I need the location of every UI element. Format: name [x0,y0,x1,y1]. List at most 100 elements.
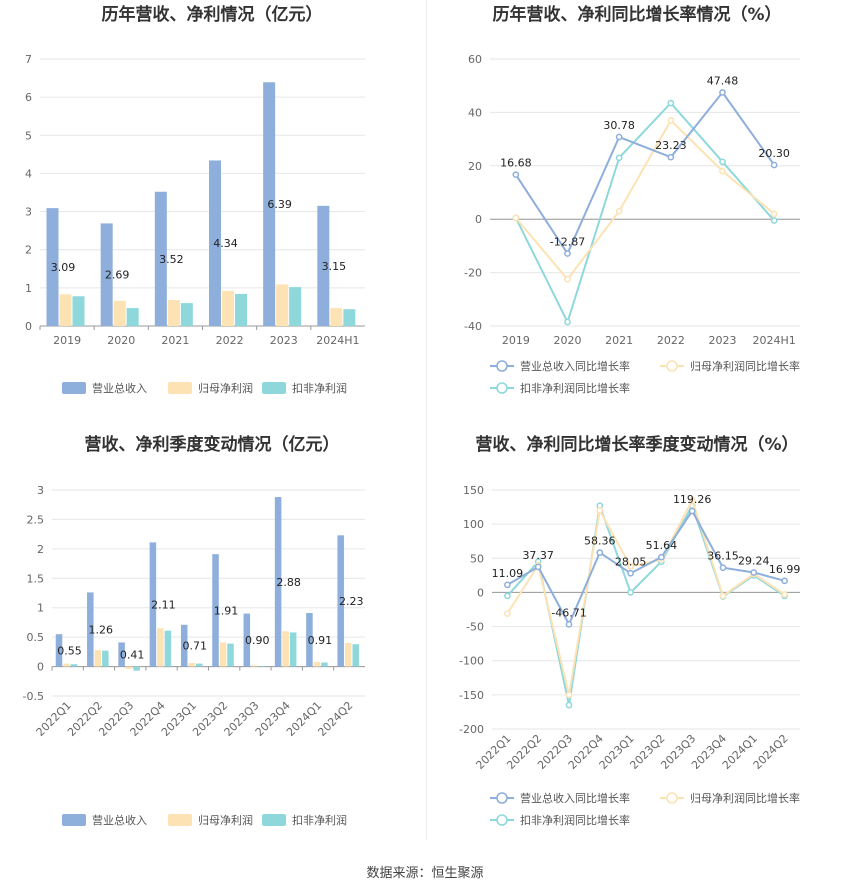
legend-label: 归母净利润 [198,813,253,827]
data-point [564,318,571,326]
bar [313,661,321,667]
bar [100,223,113,326]
x-tick-label: 2020 [107,334,135,347]
bar [222,290,234,326]
data-point [534,563,542,571]
bar [263,82,276,326]
data-label: 23.23 [655,139,687,152]
legend-label: 营业总收入同比增长率 [520,359,630,373]
y-tick-label: -100 [459,655,484,668]
data-label: 0.71 [182,640,207,653]
chart-annual-growth-rate: 历年营收、净利同比增长率情况（%） -40 -20 0 20 40 60 2019 2020 20… [425,0,850,430]
data-label: 30.78 [603,119,635,132]
data-point [750,569,758,576]
y-tick-label: 3 [37,484,44,497]
legend-label: 营业总收入 [92,381,147,395]
bar [317,205,330,326]
y-tick-label: 6 [25,91,32,104]
legend-swatch-marker [496,792,508,804]
legend-swatch-marker [666,360,678,372]
legend-swatch-marker [666,792,678,804]
y-tick-label: 5 [25,129,32,142]
data-point [667,153,675,161]
data-label: 37.37 [522,549,554,562]
chart-title: 历年营收、净利同比增长率情况（%） [492,4,781,25]
x-tick-label: 2024H1 [316,334,359,347]
legend-swatch [62,382,86,394]
bar [337,535,344,667]
bar [344,643,352,667]
data-point [565,701,573,709]
chart-annual-revenue-profit-svg: 历年营收、净利情况（亿元） 0 1 2 3 4 5 6 7 2019 2020 2021 2022 202… [25,4,365,395]
data-label: 3.52 [159,253,184,266]
y-tick-label: -40 [464,320,482,333]
bar [321,662,328,667]
data-label: 6.39 [267,198,292,211]
x-tick-label: 2021 [161,334,189,347]
data-label: 16.99 [769,563,801,576]
legend-label: 营业总收入同比增长率 [520,791,630,805]
bar [243,613,251,667]
y-tick-label: 4 [25,167,32,180]
x-tick-label: 2022 [657,334,685,347]
bar [102,650,109,667]
bar [209,160,221,326]
x-tick-label: 2021 [605,334,633,347]
bar [330,308,343,326]
bar [306,613,313,667]
data-label: 0.41 [120,649,145,662]
data-label: 28.05 [615,555,647,568]
legend-swatch [168,382,192,394]
x-tick-label: 2024H1 [753,334,796,347]
data-point [781,591,788,598]
series-line [514,90,775,256]
y-tick-label: 0 [477,586,484,599]
legend-label: 扣非净利润同比增长率 [520,381,630,395]
data-label: 2.88 [276,576,301,589]
y-tick-label: 7 [25,53,32,66]
y-tick-label: 150 [463,484,484,497]
data-point [512,214,520,222]
data-source-footer: 数据来源：恒生聚源 [366,866,484,881]
bar [94,650,102,667]
legend-label: 扣非净利润同比增长率 [520,813,630,827]
bar [133,666,140,671]
y-tick-label: -0.5 [23,690,44,703]
legend-swatch [262,814,286,826]
data-label: 3.15 [322,260,347,273]
bar [227,643,234,667]
data-label: 51.64 [646,539,678,552]
data-point [564,275,571,283]
data-point [667,117,675,124]
data-point [615,154,623,162]
data-label: 47.48 [707,74,739,87]
y-tick-label: 60 [468,53,482,66]
bar [258,665,266,667]
data-point [627,589,634,596]
data-label: 11.09 [492,567,524,580]
series-line [506,497,786,696]
bar [126,308,139,326]
bar [195,663,203,667]
bar [188,663,195,667]
data-label: 36.15 [707,550,739,563]
y-tick-label: -50 [466,621,484,634]
bar [118,642,125,667]
panel-divider [426,0,427,840]
data-point [781,577,788,585]
chart-quarterly-growth-rate: 营收、净利同比增长率季度变动情况（%） -200 -150 -100 -50 0 50 100… [425,430,850,860]
bar [276,284,289,326]
data-point [658,553,665,561]
y-tick-label: 2.5 [27,513,45,526]
bar [46,208,59,326]
legend-swatch-marker [496,382,508,394]
data-label: 2.11 [151,598,176,611]
y-tick-label: 1.5 [27,572,45,585]
bar [251,665,258,667]
data-point [596,507,604,514]
data-label: 4.34 [213,237,238,250]
bar [113,300,126,326]
legend-label: 归母净利润 [198,381,253,395]
legend-swatch [168,814,192,826]
legend-label: 归母净利润同比增长率 [690,791,800,805]
